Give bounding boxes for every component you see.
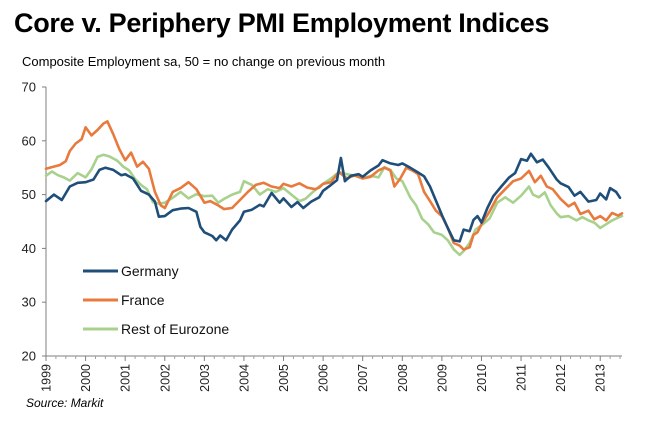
axes: 20 30 40 50 60 70 1999 2000 2001 2002 2003 2004 2005…	[22, 80, 622, 392]
x-tick-label: 2006	[317, 364, 331, 392]
y-tick-label: 50	[22, 187, 36, 202]
legend-label: Germany	[121, 263, 179, 279]
x-tick-label: 2012	[554, 364, 568, 392]
legend-label: France	[121, 292, 165, 308]
series-line-france	[44, 120, 624, 251]
y-tick-label: 20	[22, 349, 36, 364]
series-layer	[44, 120, 624, 257]
series-line-rest-of-eurozone	[44, 153, 624, 257]
x-tick-label: 2013	[594, 364, 608, 392]
x-tick-label: 2005	[277, 364, 291, 392]
series-line-germany	[44, 152, 622, 243]
y-tick-label: 60	[22, 133, 36, 148]
x-tick-label: 2010	[475, 364, 489, 392]
y-tick-label: 70	[22, 80, 36, 95]
x-tick-label: 2011	[515, 364, 529, 391]
x-tick-label: 2002	[158, 364, 172, 392]
source-note: Source: Markit	[26, 396, 104, 410]
x-tick-label: 1999	[40, 364, 54, 392]
x-tick-label: 2004	[237, 364, 251, 392]
x-tick-label: 2001	[119, 364, 133, 392]
x-tick-label: 2003	[198, 364, 212, 392]
legend-label: Rest of Eurozone	[121, 321, 229, 337]
x-tick-label: 2007	[356, 364, 370, 392]
chart-title: Core v. Periphery PMI Employment Indices	[14, 8, 550, 38]
x-tick-label: 2000	[79, 364, 93, 392]
x-tick-label: 2008	[396, 364, 410, 392]
chart-subtitle: Composite Employment sa, 50 = no change …	[22, 54, 386, 69]
legend: Germany France Rest of Eurozone	[83, 263, 229, 337]
y-tick-label: 40	[22, 241, 36, 256]
x-tick-label: 2009	[435, 364, 449, 392]
y-tick-label: 30	[22, 295, 36, 310]
